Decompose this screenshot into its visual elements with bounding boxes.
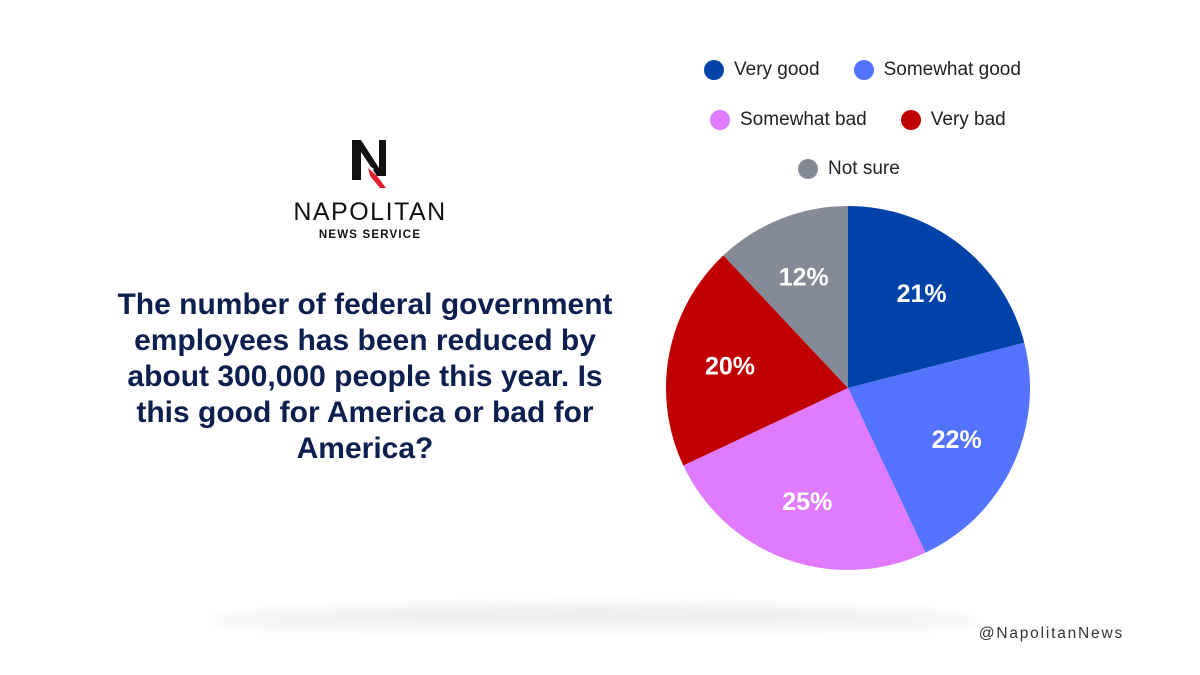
pie-slice-somewhat-bad bbox=[683, 388, 926, 570]
legend-swatch-somewhat-good bbox=[853, 60, 874, 80]
legend-label-somewhat-bad: Somewhat bad bbox=[740, 109, 867, 130]
legend-row-2: Somewhat bad Very bad bbox=[710, 109, 1006, 131]
pie-label-somewhat-bad: 25% bbox=[782, 488, 832, 516]
pie-label-somewhat-good: 22% bbox=[932, 426, 982, 454]
legend-swatch-not-sure bbox=[798, 159, 818, 179]
pie-slice-not-sure bbox=[723, 206, 848, 388]
legend-label-very-bad: Very bad bbox=[930, 109, 1006, 130]
legend-item-very-bad: Very bad bbox=[900, 109, 1006, 131]
chart-shadow bbox=[210, 606, 980, 636]
pie-slice-somewhat-good bbox=[848, 342, 1030, 553]
napolitan-n-icon bbox=[352, 140, 386, 188]
pie-label-not-sure: 12% bbox=[779, 263, 829, 291]
brand-subtitle: NEWS SERVICE bbox=[318, 229, 422, 241]
legend-label-very-good: Very good bbox=[734, 59, 820, 80]
legend-item-somewhat-good: Somewhat good bbox=[853, 59, 1021, 81]
legend-item-very-good: Very good bbox=[704, 59, 820, 81]
legend-label-somewhat-good: Somewhat good bbox=[883, 59, 1021, 80]
legend-swatch-somewhat-bad bbox=[710, 110, 730, 130]
brand-logo: NAPOLITAN NEWS SERVICE bbox=[250, 138, 490, 241]
question-text: The number of federal government employe… bbox=[117, 288, 613, 465]
pie-label-very-good: 21% bbox=[897, 280, 947, 308]
pie-slice-very-bad bbox=[666, 255, 848, 466]
legend-row-3: Not sure bbox=[798, 158, 900, 180]
social-handle: @NapolitanNews bbox=[978, 625, 1124, 642]
legend-item-somewhat-bad: Somewhat bad bbox=[710, 109, 867, 131]
legend-swatch-very-good bbox=[704, 60, 724, 80]
pie-slice-very-good bbox=[848, 206, 1025, 388]
legend-item-not-sure: Not sure bbox=[798, 158, 900, 180]
legend-swatch-very-bad bbox=[900, 110, 921, 130]
legend-label-not-sure: Not sure bbox=[828, 158, 900, 179]
brand-name: NAPOLITAN bbox=[293, 198, 447, 226]
pie-label-very-bad: 20% bbox=[705, 352, 755, 380]
legend-row-1: Very good Somewhat good bbox=[704, 59, 1021, 81]
